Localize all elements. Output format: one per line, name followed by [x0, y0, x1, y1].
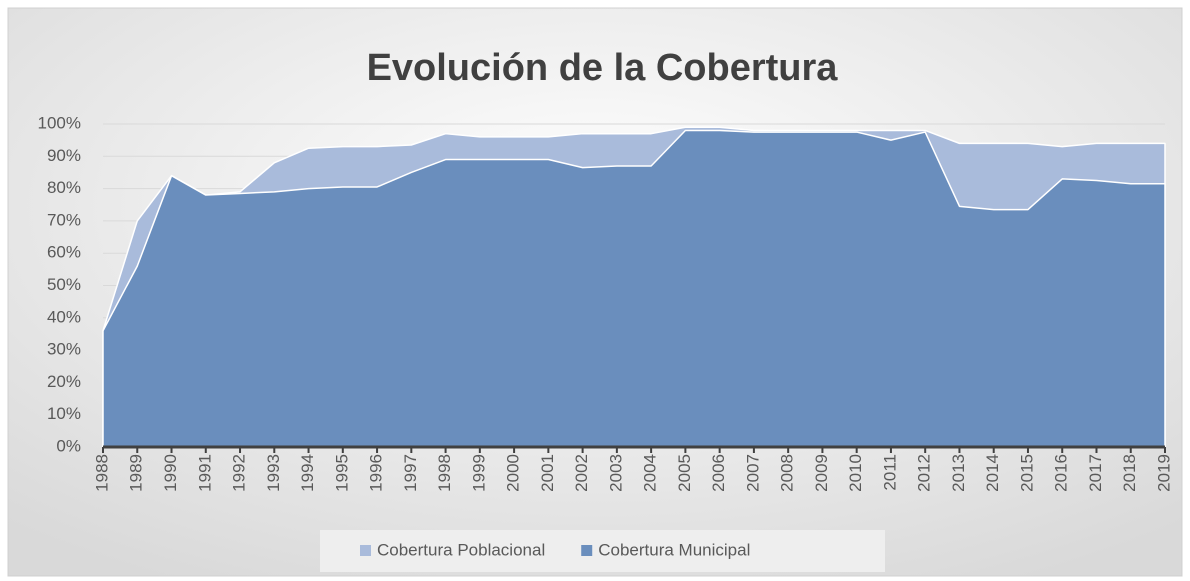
x-tick-label: 2013 [949, 454, 968, 492]
x-tick-label: 1999 [469, 454, 488, 492]
y-tick-label: 90% [47, 146, 81, 165]
x-tick-label: 1992 [230, 454, 249, 492]
x-tick-label: 2003 [606, 454, 625, 492]
y-tick-label: 30% [47, 340, 81, 359]
x-tick-label: 2012 [915, 454, 934, 492]
x-tick-label: 1995 [332, 454, 351, 492]
x-tick-label: 1988 [92, 454, 111, 492]
x-tick-label: 2008 [778, 454, 797, 492]
x-tick-label: 2017 [1086, 454, 1105, 492]
x-tick-label: 2019 [1154, 454, 1173, 492]
x-tick-label: 2002 [572, 454, 591, 492]
x-tick-label: 1997 [401, 454, 420, 492]
x-tick-label: 1991 [195, 454, 214, 492]
x-tick-label: 1998 [435, 454, 454, 492]
y-tick-label: 50% [47, 275, 81, 294]
x-tick-label: 1989 [127, 454, 146, 492]
x-tick-label: 1996 [367, 454, 386, 492]
x-tick-label: 2004 [641, 454, 660, 492]
x-tick-label: 2010 [846, 454, 865, 492]
legend-swatch [581, 545, 593, 556]
legend-label: Cobertura Poblacional [377, 540, 545, 559]
x-tick-label: 1994 [298, 454, 317, 492]
y-tick-label: 0% [56, 436, 81, 455]
x-tick-label: 2018 [1120, 454, 1139, 492]
y-tick-label: 60% [47, 243, 81, 262]
chart-title: Evolución de la Cobertura [367, 47, 839, 89]
y-tick-label: 20% [47, 372, 81, 391]
y-tick-label: 40% [47, 307, 81, 326]
y-tick-label: 80% [47, 178, 81, 197]
x-tick-label: 2015 [1017, 454, 1036, 492]
area [102, 129, 1166, 448]
x-tick-label: 2011 [880, 454, 899, 491]
x-tick-label: 2014 [983, 454, 1002, 492]
x-tick-label: 2009 [812, 454, 831, 492]
x-tick-label: 1990 [161, 454, 180, 492]
legend-swatch [360, 545, 371, 556]
x-tick-label: 2007 [743, 454, 762, 492]
y-tick-label: 100% [38, 113, 81, 132]
y-tick-label: 70% [47, 210, 81, 229]
legend-box [320, 530, 885, 572]
x-tick-label: 2016 [1052, 454, 1071, 492]
legend-label: Cobertura Municipal [598, 540, 750, 559]
x-tick-label: 2000 [504, 454, 523, 492]
x-tick-label: 2001 [538, 454, 557, 492]
x-tick-label: 2006 [709, 454, 728, 492]
x-tick-label: 2005 [675, 454, 694, 492]
x-tick-label: 1993 [264, 454, 283, 492]
y-tick-label: 10% [47, 404, 81, 423]
